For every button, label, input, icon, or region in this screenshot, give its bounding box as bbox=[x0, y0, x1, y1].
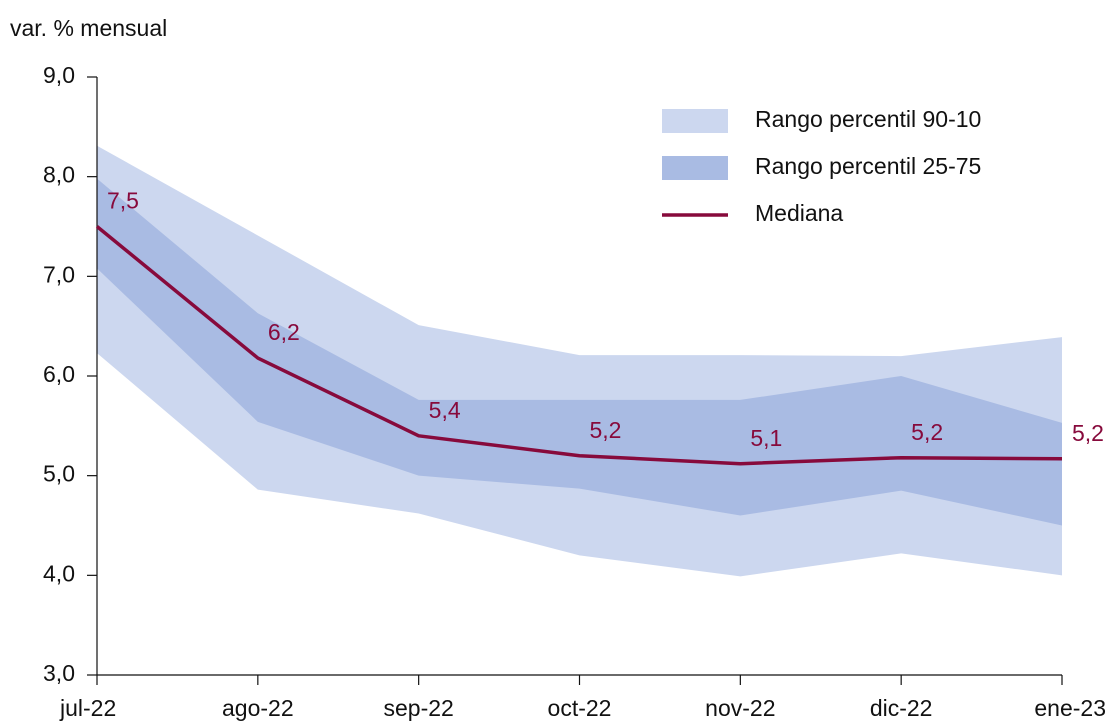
y-tick-label: 7,0 bbox=[43, 261, 75, 287]
y-tick-label: 3,0 bbox=[43, 660, 75, 686]
value-label: 5,2 bbox=[911, 419, 943, 445]
y-axis-label: var. % mensual bbox=[10, 15, 167, 41]
x-tick-label: ene-23 bbox=[1034, 695, 1106, 721]
x-tick-label: jul-22 bbox=[59, 695, 116, 721]
y-tick-label: 6,0 bbox=[43, 361, 75, 387]
legend-label: Mediana bbox=[755, 200, 843, 226]
x-tick-label: oct-22 bbox=[548, 695, 612, 721]
value-label: 5,4 bbox=[429, 397, 461, 423]
value-label: 7,5 bbox=[107, 188, 139, 214]
value-label: 5,1 bbox=[750, 425, 782, 451]
x-tick-label: ago-22 bbox=[222, 695, 294, 721]
value-label: 6,2 bbox=[268, 319, 300, 345]
legend-swatch bbox=[662, 156, 728, 180]
legend-swatch bbox=[662, 109, 728, 133]
legend-label: Rango percentil 90-10 bbox=[755, 106, 981, 132]
x-tick-label: nov-22 bbox=[705, 695, 775, 721]
legend-label: Rango percentil 25-75 bbox=[755, 153, 981, 179]
y-tick-label: 5,0 bbox=[43, 461, 75, 487]
x-tick-label: sep-22 bbox=[384, 695, 454, 721]
y-tick-label: 9,0 bbox=[43, 62, 75, 88]
median-line bbox=[95, 225, 1063, 466]
y-tick-label: 4,0 bbox=[43, 560, 75, 586]
value-label: 5,2 bbox=[590, 417, 622, 443]
percentile-band bbox=[97, 178, 1062, 526]
x-tick-label: dic-22 bbox=[870, 695, 933, 721]
y-tick-label: 8,0 bbox=[43, 162, 75, 188]
value-label: 5,2 bbox=[1072, 420, 1104, 446]
